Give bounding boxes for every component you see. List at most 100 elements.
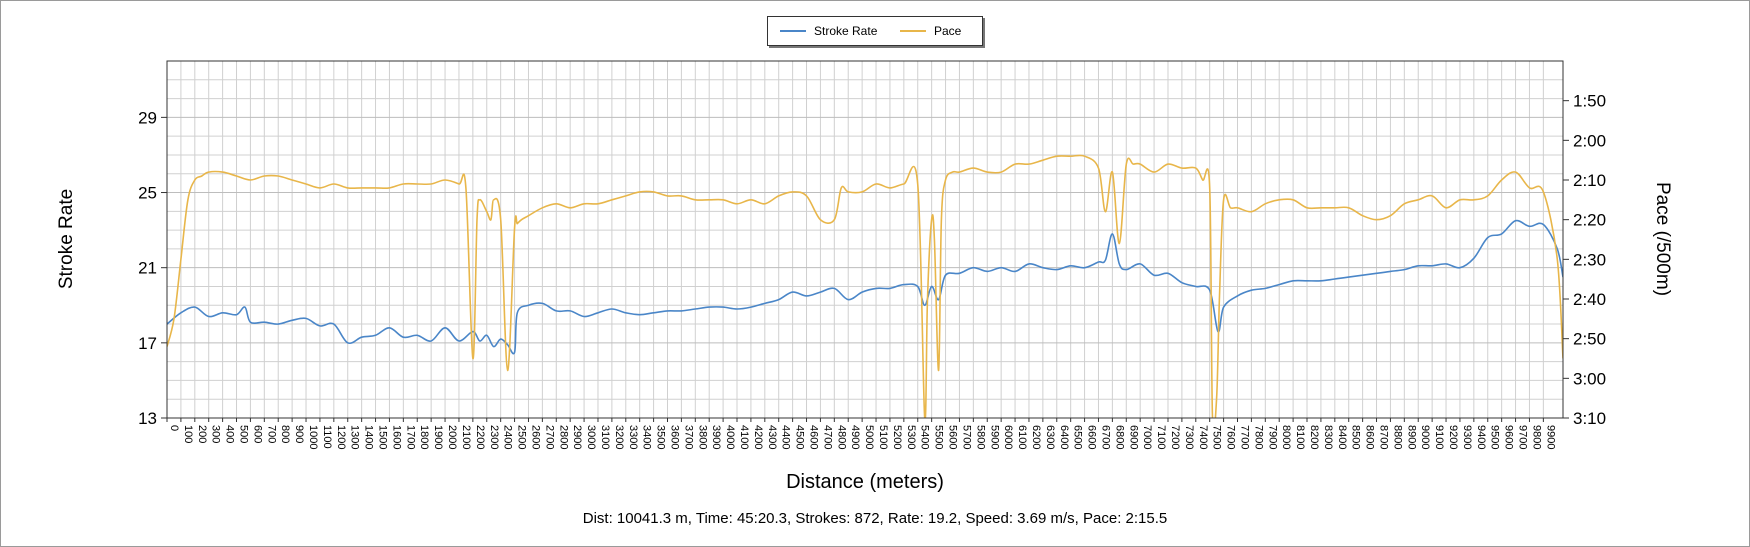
x-tick-label: 6500 [1072,425,1084,449]
legend-item-stroke-rate: Stroke Rate [780,17,877,45]
x-tick-label: 2400 [502,425,514,449]
x-tick-label: 8200 [1308,425,1320,449]
x-tick-label: 9100 [1433,425,1445,449]
x-tick-label: 500 [238,425,250,443]
x-tick-label: 7000 [1141,425,1153,449]
x-tick-label: 3200 [613,425,625,449]
x-tick-label: 8500 [1350,425,1362,449]
y2-tick-label: 2:30 [1573,250,1606,269]
y-axis-ticks: 13 17 21 25 29 [138,108,167,428]
x-tick-label: 1300 [349,425,361,449]
x-tick-label: 8800 [1391,425,1403,449]
x-tick-label: 6600 [1086,425,1098,449]
x-tick-label: 7400 [1197,425,1209,449]
x-tick-label: 3800 [696,425,708,449]
pace-line [167,154,1563,418]
x-tick-label: 6800 [1113,425,1125,449]
x-tick-label: 2800 [557,425,569,449]
x-tick-label: 4600 [808,425,820,449]
x-tick-label: 4200 [752,425,764,449]
x-tick-label: 5700 [960,425,972,449]
x-tick-label: 2300 [488,425,500,449]
x-tick-label: 8000 [1280,425,1292,449]
y-tick-label: 13 [138,409,157,428]
y2-axis-ticks: 1:50 2:00 2:10 2:20 2:30 2:40 2:50 3:00 3:10 [1563,92,1606,428]
x-tick-label: 1100 [321,425,333,449]
y-tick-label: 25 [138,184,157,203]
y-tick-label: 21 [138,259,157,278]
x-tick-label: 6400 [1058,425,1070,449]
legend-swatch-stroke-rate [780,30,806,32]
x-tick-label: 2600 [529,425,541,449]
x-tick-label: 1000 [307,425,319,449]
x-tick-label: 1800 [418,425,430,449]
x-tick-label: 2000 [446,425,458,449]
x-tick-label: 4100 [738,425,750,449]
y2-axis-label: Pace (/500m) [1652,182,1673,296]
x-tick-label: 4300 [766,425,778,449]
x-tick-label: 8700 [1378,425,1390,449]
x-tick-label: 7200 [1169,425,1181,449]
x-tick-label: 9900 [1544,425,1556,449]
x-tick-label: 5000 [863,425,875,449]
y2-tick-label: 2:40 [1573,290,1606,309]
legend-label-pace: Pace [934,24,962,38]
x-tick-label: 200 [196,425,208,443]
x-tick-label: 0 [168,425,180,431]
x-tick-label: 6700 [1099,425,1111,449]
x-tick-label: 5900 [988,425,1000,449]
x-tick-label: 700 [265,425,277,443]
y2-tick-label: 2:20 [1573,211,1606,230]
x-tick-label: 3400 [641,425,653,449]
y-tick-label: 17 [138,334,157,353]
chart-legend: Stroke Rate Pace [767,16,983,46]
x-tick-label: 2900 [571,425,583,449]
stroke-rate-line [167,219,1563,355]
x-tick-label: 8100 [1294,425,1306,449]
x-tick-label: 3100 [599,425,611,449]
x-tick-label: 1900 [432,425,444,449]
legend-item-pace: Pace [900,17,961,45]
x-tick-label: 9500 [1489,425,1501,449]
x-tick-label: 7100 [1155,425,1167,449]
x-tick-label: 1500 [377,425,389,449]
x-tick-label: 6000 [1002,425,1014,449]
x-tick-label: 4400 [780,425,792,449]
x-tick-label: 9700 [1517,425,1529,449]
x-tick-label: 1700 [404,425,416,449]
x-tick-label: 6100 [1016,425,1028,449]
x-tick-label: 2500 [516,425,528,449]
x-tick-label: 5300 [905,425,917,449]
plot-area-border [166,60,1564,419]
y2-tick-label: 1:50 [1573,92,1606,111]
x-tick-label: 9600 [1503,425,1515,449]
x-tick-label: 3900 [710,425,722,449]
x-tick-label: 5400 [919,425,931,449]
x-tick-label: 100 [182,425,194,443]
x-tick-label: 3300 [627,425,639,449]
x-tick-label: 4800 [835,425,847,449]
x-tick-label: 2100 [460,425,472,449]
x-tick-label: 4900 [849,425,861,449]
x-tick-label: 7800 [1252,425,1264,449]
y2-tick-label: 2:00 [1573,131,1606,150]
x-tick-label: 4700 [821,425,833,449]
y2-tick-label: 3:00 [1573,369,1606,388]
x-tick-label: 2200 [474,425,486,449]
x-tick-label: 800 [279,425,291,443]
x-tick-label: 2700 [543,425,555,449]
x-tick-label: 6900 [1127,425,1139,449]
x-tick-label: 1600 [390,425,402,449]
x-tick-label: 3500 [655,425,667,449]
x-tick-label: 9000 [1419,425,1431,449]
x-tick-label: 7300 [1183,425,1195,449]
x-tick-label: 3600 [668,425,680,449]
x-axis-label: Distance (meters) [786,471,944,493]
x-tick-label: 1200 [335,425,347,449]
x-tick-label: 9200 [1447,425,1459,449]
x-tick-label: 6200 [1030,425,1042,449]
y-axis-label: Stroke Rate [56,189,77,289]
x-tick-label: 5200 [891,425,903,449]
workout-summary: Dist: 10041.3 m, Time: 45:20.3, Strokes:… [582,510,1168,527]
x-tick-label: 5600 [947,425,959,449]
